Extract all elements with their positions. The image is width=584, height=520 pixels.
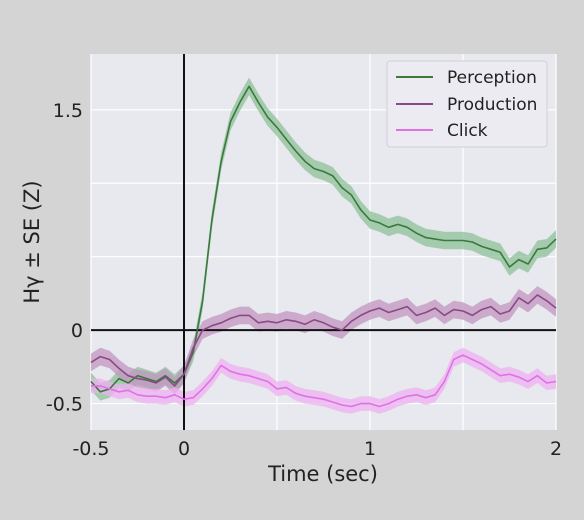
y-axis-title: Hγ ± SE (Z) <box>20 180 44 303</box>
x-tick-labels: -0.5 0 1 2 <box>72 438 562 460</box>
line-click <box>91 354 557 408</box>
x-axis-title: Time (sec) <box>267 462 378 486</box>
line-perception <box>90 85 557 393</box>
y-tick-label: 0 <box>71 320 83 342</box>
x-tick-label: 0 <box>178 438 190 460</box>
x-tick-label: -0.5 <box>72 438 109 460</box>
se-band-perception <box>91 77 556 401</box>
legend: Perception Production Click <box>386 60 548 148</box>
se-band-click <box>91 347 556 414</box>
legend-label-click: Click <box>447 121 488 141</box>
y-tick-labels: -0.5 0 1.5 <box>46 100 83 416</box>
y-tick-label: -0.5 <box>46 394 83 416</box>
se-band-production <box>91 286 556 395</box>
legend-box <box>386 60 548 148</box>
x-tick-label: 1 <box>364 438 376 460</box>
x-tick-label: 2 <box>550 438 562 460</box>
series-lines <box>90 85 557 408</box>
y-tick-label: 1.5 <box>53 100 83 122</box>
legend-label-production: Production <box>447 95 537 115</box>
legend-label-perception: Perception <box>447 68 537 88</box>
line-production <box>90 294 557 387</box>
se-bands <box>91 77 556 414</box>
